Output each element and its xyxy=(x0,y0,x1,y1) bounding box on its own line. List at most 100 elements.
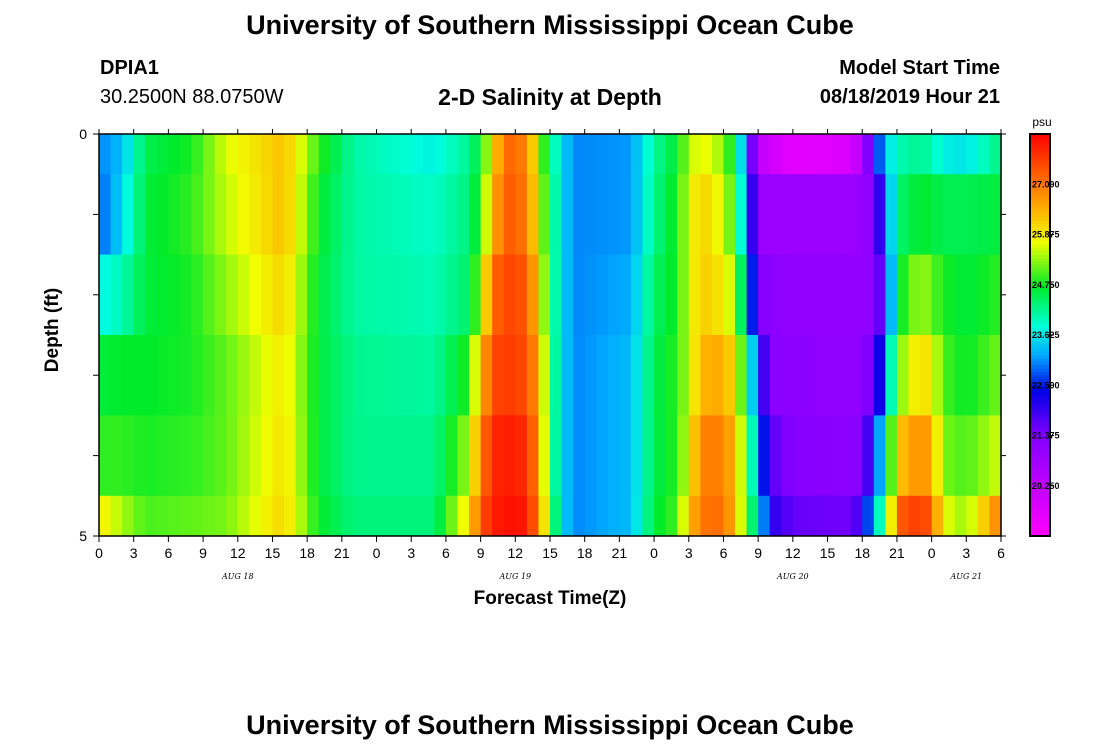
colorbar-segment xyxy=(1030,415,1050,420)
heatmap-cell xyxy=(850,415,863,497)
heatmap-cell xyxy=(896,495,910,537)
heatmap-cell xyxy=(931,254,944,336)
heatmap-cell xyxy=(318,134,331,175)
colorbar-segment xyxy=(1030,204,1050,209)
heatmap-cell xyxy=(272,495,285,537)
heatmap-cell xyxy=(677,415,690,497)
heatmap-cell xyxy=(700,335,713,416)
x-tick-label: 12 xyxy=(508,545,524,561)
heatmap-cell xyxy=(480,254,493,336)
heatmap-cell xyxy=(284,174,297,255)
heatmap-cell xyxy=(561,415,574,497)
heatmap-cell xyxy=(353,254,366,336)
heatmap-cell xyxy=(839,415,852,497)
colorbar-segment xyxy=(1030,150,1050,155)
heatmap-cell xyxy=(896,415,910,497)
heatmap-cell xyxy=(145,415,158,497)
heatmap-cell xyxy=(434,495,447,537)
heatmap-cell xyxy=(746,335,759,416)
heatmap-cell xyxy=(792,134,806,175)
heatmap-cell xyxy=(550,174,563,255)
heatmap-cell xyxy=(503,174,516,255)
heatmap-cell xyxy=(122,335,135,416)
colorbar-segment xyxy=(1030,298,1050,303)
heatmap-cell xyxy=(607,495,620,537)
heatmap-cell xyxy=(966,134,979,175)
heatmap-cell xyxy=(815,335,829,416)
heatmap-cell xyxy=(145,174,158,255)
colorbar-segment xyxy=(1030,184,1050,189)
heatmap-cell xyxy=(688,335,701,416)
heatmap-cell xyxy=(735,174,748,255)
colorbar-segment xyxy=(1030,174,1050,179)
colorbar-segment xyxy=(1030,144,1050,148)
heatmap-cell xyxy=(237,495,250,537)
heatmap-cell xyxy=(815,415,829,497)
heatmap-cell xyxy=(214,495,227,537)
heatmap-cell xyxy=(966,335,979,416)
heatmap-cell xyxy=(364,174,378,255)
colorbar-segment xyxy=(1030,207,1050,212)
colorbar-segment xyxy=(1030,452,1050,457)
heatmap-cell xyxy=(873,335,886,416)
heatmap-cell xyxy=(110,174,123,255)
colorbar-segment xyxy=(1030,395,1050,400)
heatmap-cell xyxy=(330,495,343,537)
heatmap-cell xyxy=(573,415,586,497)
heatmap-cell xyxy=(931,495,944,537)
heatmap-cell xyxy=(364,254,378,336)
heatmap-cell xyxy=(168,335,181,416)
heatmap-cell xyxy=(295,254,308,336)
heatmap-cell xyxy=(746,174,759,255)
colorbar-segment xyxy=(1030,170,1050,175)
heatmap-cells xyxy=(99,134,1002,537)
heatmap-cell xyxy=(885,335,898,416)
heatmap-cell xyxy=(619,415,632,497)
heatmap-cell xyxy=(260,495,274,537)
heatmap-cell xyxy=(445,335,459,416)
heatmap-cell xyxy=(457,495,470,537)
heatmap-cell xyxy=(260,174,274,255)
heatmap-cell xyxy=(515,335,528,416)
heatmap-cell xyxy=(318,415,331,497)
colorbar-segment xyxy=(1030,180,1050,185)
heatmap-cell xyxy=(700,254,713,336)
heatmap-cell xyxy=(145,495,158,537)
heatmap-cell xyxy=(885,415,898,497)
colorbar-segment xyxy=(1030,187,1050,192)
x-tick-label: 21 xyxy=(889,545,905,561)
colorbar-segment xyxy=(1030,278,1050,282)
heatmap-cell xyxy=(515,134,528,175)
heatmap-cell xyxy=(885,495,898,537)
heatmap-cell xyxy=(735,134,748,175)
heatmap-cell xyxy=(110,335,123,416)
colorbar-segment xyxy=(1030,257,1050,262)
heatmap-cell xyxy=(434,174,447,255)
heatmap-cell xyxy=(133,415,146,497)
x-tick-label: 3 xyxy=(685,545,693,561)
heatmap-cell xyxy=(110,495,123,537)
heatmap-cell xyxy=(931,134,944,175)
heatmap-cell xyxy=(688,134,701,175)
heatmap-cell xyxy=(260,134,274,175)
heatmap-cell xyxy=(411,495,424,537)
colorbar-segment xyxy=(1030,247,1050,252)
heatmap-cell xyxy=(573,134,586,175)
heatmap-cell xyxy=(364,495,378,537)
heatmap-cell xyxy=(781,415,794,497)
heatmap-cell xyxy=(538,254,551,336)
heatmap-cell xyxy=(179,335,193,416)
heatmap-cell xyxy=(735,415,748,497)
colorbar-segment xyxy=(1030,217,1050,222)
colorbar-segment xyxy=(1030,211,1050,215)
heatmap-cell xyxy=(769,335,782,416)
heatmap-cell xyxy=(781,134,794,175)
heatmap-cell xyxy=(515,495,528,537)
colorbar-segment xyxy=(1030,465,1050,470)
heatmap-cell xyxy=(353,174,366,255)
heatmap-cell xyxy=(607,335,620,416)
heatmap-cell xyxy=(526,174,540,255)
colorbar-segment xyxy=(1030,177,1050,182)
x-tick-label: 3 xyxy=(130,545,138,561)
heatmap-cell xyxy=(804,495,817,537)
